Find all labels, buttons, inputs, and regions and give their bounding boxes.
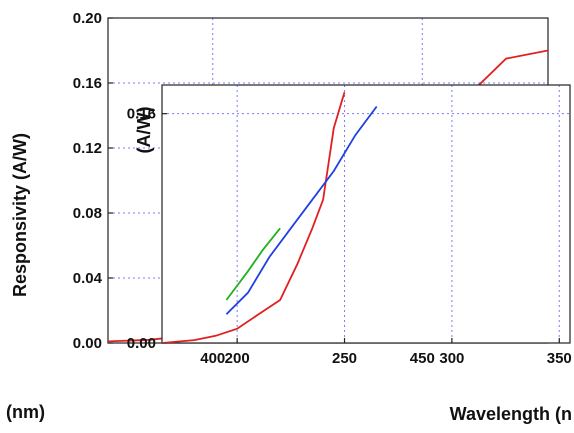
y-tick-label: 0.16 xyxy=(73,75,102,92)
plot-area-background xyxy=(162,85,570,343)
y-tick-label: 0.08 xyxy=(73,205,102,222)
x-tick-label: 450 xyxy=(410,350,435,367)
inset-panel: 0.00 0.16 200 250 300 350 (A/W) Wavelength (n xyxy=(127,84,572,424)
x-tick-label: 400 xyxy=(200,350,225,367)
y-tick-label: 0.00 xyxy=(73,335,102,352)
x-tick-label: 250 xyxy=(332,350,357,367)
x-axis-title: Wavelength (n xyxy=(450,404,572,424)
y-tick-label: 0.12 xyxy=(73,140,102,157)
series-line-3 xyxy=(225,227,281,301)
y-tick-label: 0.16 xyxy=(127,106,156,123)
x-tick-label: 200 xyxy=(225,350,250,367)
y-axis-title: Responsivity (A/W) xyxy=(10,133,30,297)
plot-frame xyxy=(161,84,571,344)
y-tick-label: 0.20 xyxy=(73,10,102,27)
x-axis-title: (nm) xyxy=(6,402,45,422)
x-tick-label: 300 xyxy=(439,350,464,367)
series-line-2 xyxy=(225,105,378,315)
y-axis-title: (A/W) xyxy=(134,107,154,154)
y-tick-label: 0.04 xyxy=(73,270,103,287)
x-tick-label: 350 xyxy=(547,350,572,367)
series-line-1 xyxy=(162,91,346,343)
y-tick-label: 0.00 xyxy=(127,335,156,352)
